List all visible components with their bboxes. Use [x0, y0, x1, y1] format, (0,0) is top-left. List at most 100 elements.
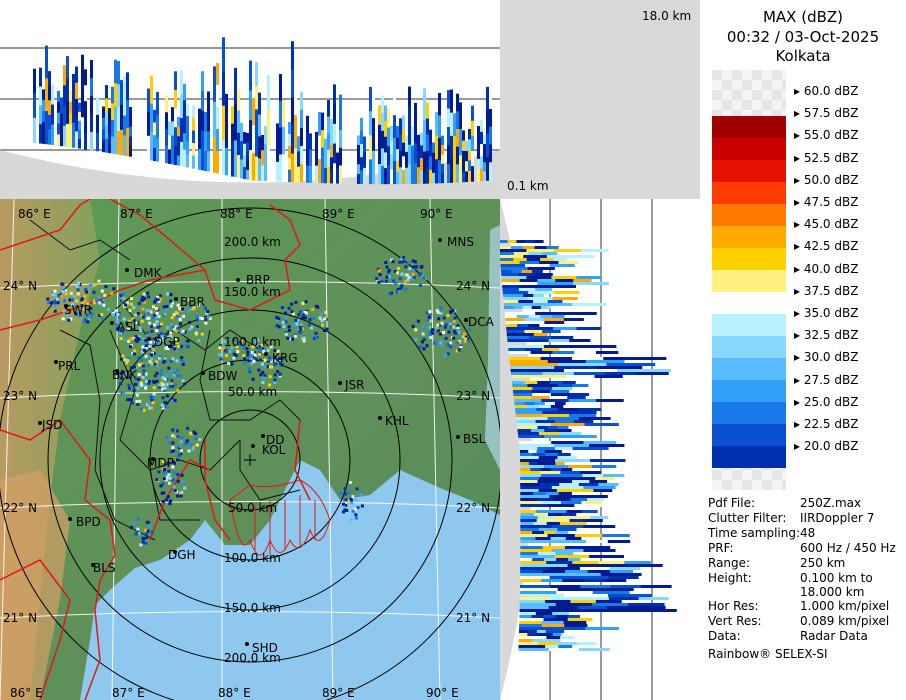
- side-echo-bar: [555, 552, 574, 555]
- map-echo-cell: [159, 484, 163, 488]
- side-echo-bar: [502, 288, 520, 291]
- map-echo-cell: [442, 316, 446, 320]
- map-echo-cell: [287, 325, 291, 329]
- top-echo-bar: [171, 135, 174, 151]
- top-echo-bar: [81, 117, 84, 150]
- side-echo-bar: [547, 504, 575, 507]
- side-echo-bar: [536, 450, 546, 453]
- top-echo-bar: [381, 148, 384, 167]
- side-echo-bar: [528, 462, 539, 465]
- top-echo-bar: [408, 125, 411, 146]
- top-echo-bar: [384, 136, 387, 153]
- side-echo-bar: [574, 351, 597, 354]
- map-echo-cell: [240, 339, 243, 343]
- side-echo-bar: [544, 318, 565, 321]
- top-echo-bar: [462, 161, 465, 172]
- top-echo-bar: [333, 123, 336, 145]
- map-echo-cell: [172, 485, 176, 489]
- side-echo-bar: [534, 402, 546, 405]
- land-area: [0, 199, 500, 700]
- map-echo-cell: [171, 434, 175, 438]
- map-echo-cell: [180, 480, 184, 484]
- map-echo-cell: [148, 360, 152, 364]
- map-echo-cell: [302, 336, 306, 340]
- map-echo-cell: [344, 504, 348, 507]
- map-echo-cell: [261, 381, 265, 385]
- map-echo-cell: [258, 348, 262, 352]
- top-echo-bar: [168, 135, 171, 150]
- top-echo-bar: [429, 169, 432, 184]
- side-echo-bar: [517, 429, 532, 432]
- side-echo-bar: [520, 471, 541, 474]
- map-echo-cell: [141, 350, 145, 354]
- map-echo-cell: [68, 298, 72, 302]
- side-echo-bar: [518, 642, 539, 645]
- map-echo-cell: [153, 323, 156, 327]
- top-echo-bar: [378, 105, 381, 126]
- side-echo-bar: [558, 492, 572, 495]
- side-echo-bar: [525, 348, 543, 351]
- side-echo-bar: [544, 402, 556, 405]
- side-echo-bar: [569, 411, 597, 414]
- map-echo-cell: [273, 356, 277, 360]
- top-echo-bar: [48, 129, 51, 145]
- top-echo-bar: [114, 130, 117, 155]
- top-echo-bar: [408, 105, 411, 126]
- side-echo-bar: [562, 381, 576, 384]
- map-echo-cell: [263, 358, 267, 362]
- side-echo-bar: [540, 258, 554, 261]
- map-echo-cell: [252, 359, 256, 363]
- map-echo-cell: [144, 354, 148, 358]
- map-echo-cell: [157, 315, 161, 318]
- map-echo-cell: [360, 504, 364, 508]
- top-echo-bar: [66, 78, 69, 102]
- map-echo-cell: [147, 402, 151, 405]
- legend-swatch: [712, 270, 786, 292]
- map-echo-cell: [148, 345, 151, 348]
- side-echo-bar: [510, 372, 543, 375]
- side-echo-bar: [513, 294, 524, 297]
- info-key: Hor Res:: [708, 599, 759, 613]
- footer-credit: Rainbow® SELEX-SI: [708, 647, 828, 661]
- side-echo-bar: [501, 273, 519, 276]
- side-echo-bar: [580, 471, 601, 474]
- map-echo-cell: [74, 299, 78, 303]
- info-key: Range:: [708, 556, 751, 570]
- map-echo-cell: [167, 481, 171, 485]
- side-echo-bar: [508, 348, 526, 351]
- top-echo-bar: [456, 93, 459, 112]
- top-echo-bar: [453, 159, 456, 183]
- map-echo-cell: [141, 339, 145, 343]
- map-echo-cell: [159, 324, 163, 328]
- map-echo-cell: [350, 501, 354, 505]
- top-echo-bar: [288, 169, 291, 183]
- top-echo-bar: [246, 132, 249, 143]
- map-echo-cell: [301, 316, 305, 320]
- top-echo-bar: [42, 121, 45, 134]
- side-echo-bar: [552, 627, 586, 630]
- top-echo-bar: [171, 107, 174, 122]
- range-label-north-150: 150.0 km: [224, 285, 281, 299]
- top-echo-bar: [90, 131, 93, 151]
- map-echo-cell: [439, 341, 443, 345]
- map-echo-cell: [134, 313, 138, 317]
- top-echo-bar: [477, 147, 480, 160]
- map-echo-cell: [84, 288, 88, 291]
- top-echo-bar: [78, 139, 81, 149]
- map-echo-cell: [194, 432, 198, 436]
- side-echo-bar: [520, 519, 538, 522]
- side-echo-bar: [509, 357, 542, 360]
- map-echo-cell: [298, 310, 302, 314]
- map-echo-cell: [85, 313, 89, 317]
- top-echo-bar: [267, 145, 270, 182]
- side-echo-bar: [556, 489, 576, 492]
- map-echo-cell: [414, 265, 418, 268]
- top-echo-bar: [48, 85, 51, 101]
- top-echo-bar: [468, 160, 471, 172]
- top-echo-bar: [297, 121, 300, 137]
- side-echo-bar: [520, 450, 529, 453]
- map-echo-cell: [263, 374, 267, 378]
- map-echo-cell: [90, 312, 94, 316]
- top-echo-bar: [57, 134, 60, 146]
- top-echo-bar: [291, 125, 294, 155]
